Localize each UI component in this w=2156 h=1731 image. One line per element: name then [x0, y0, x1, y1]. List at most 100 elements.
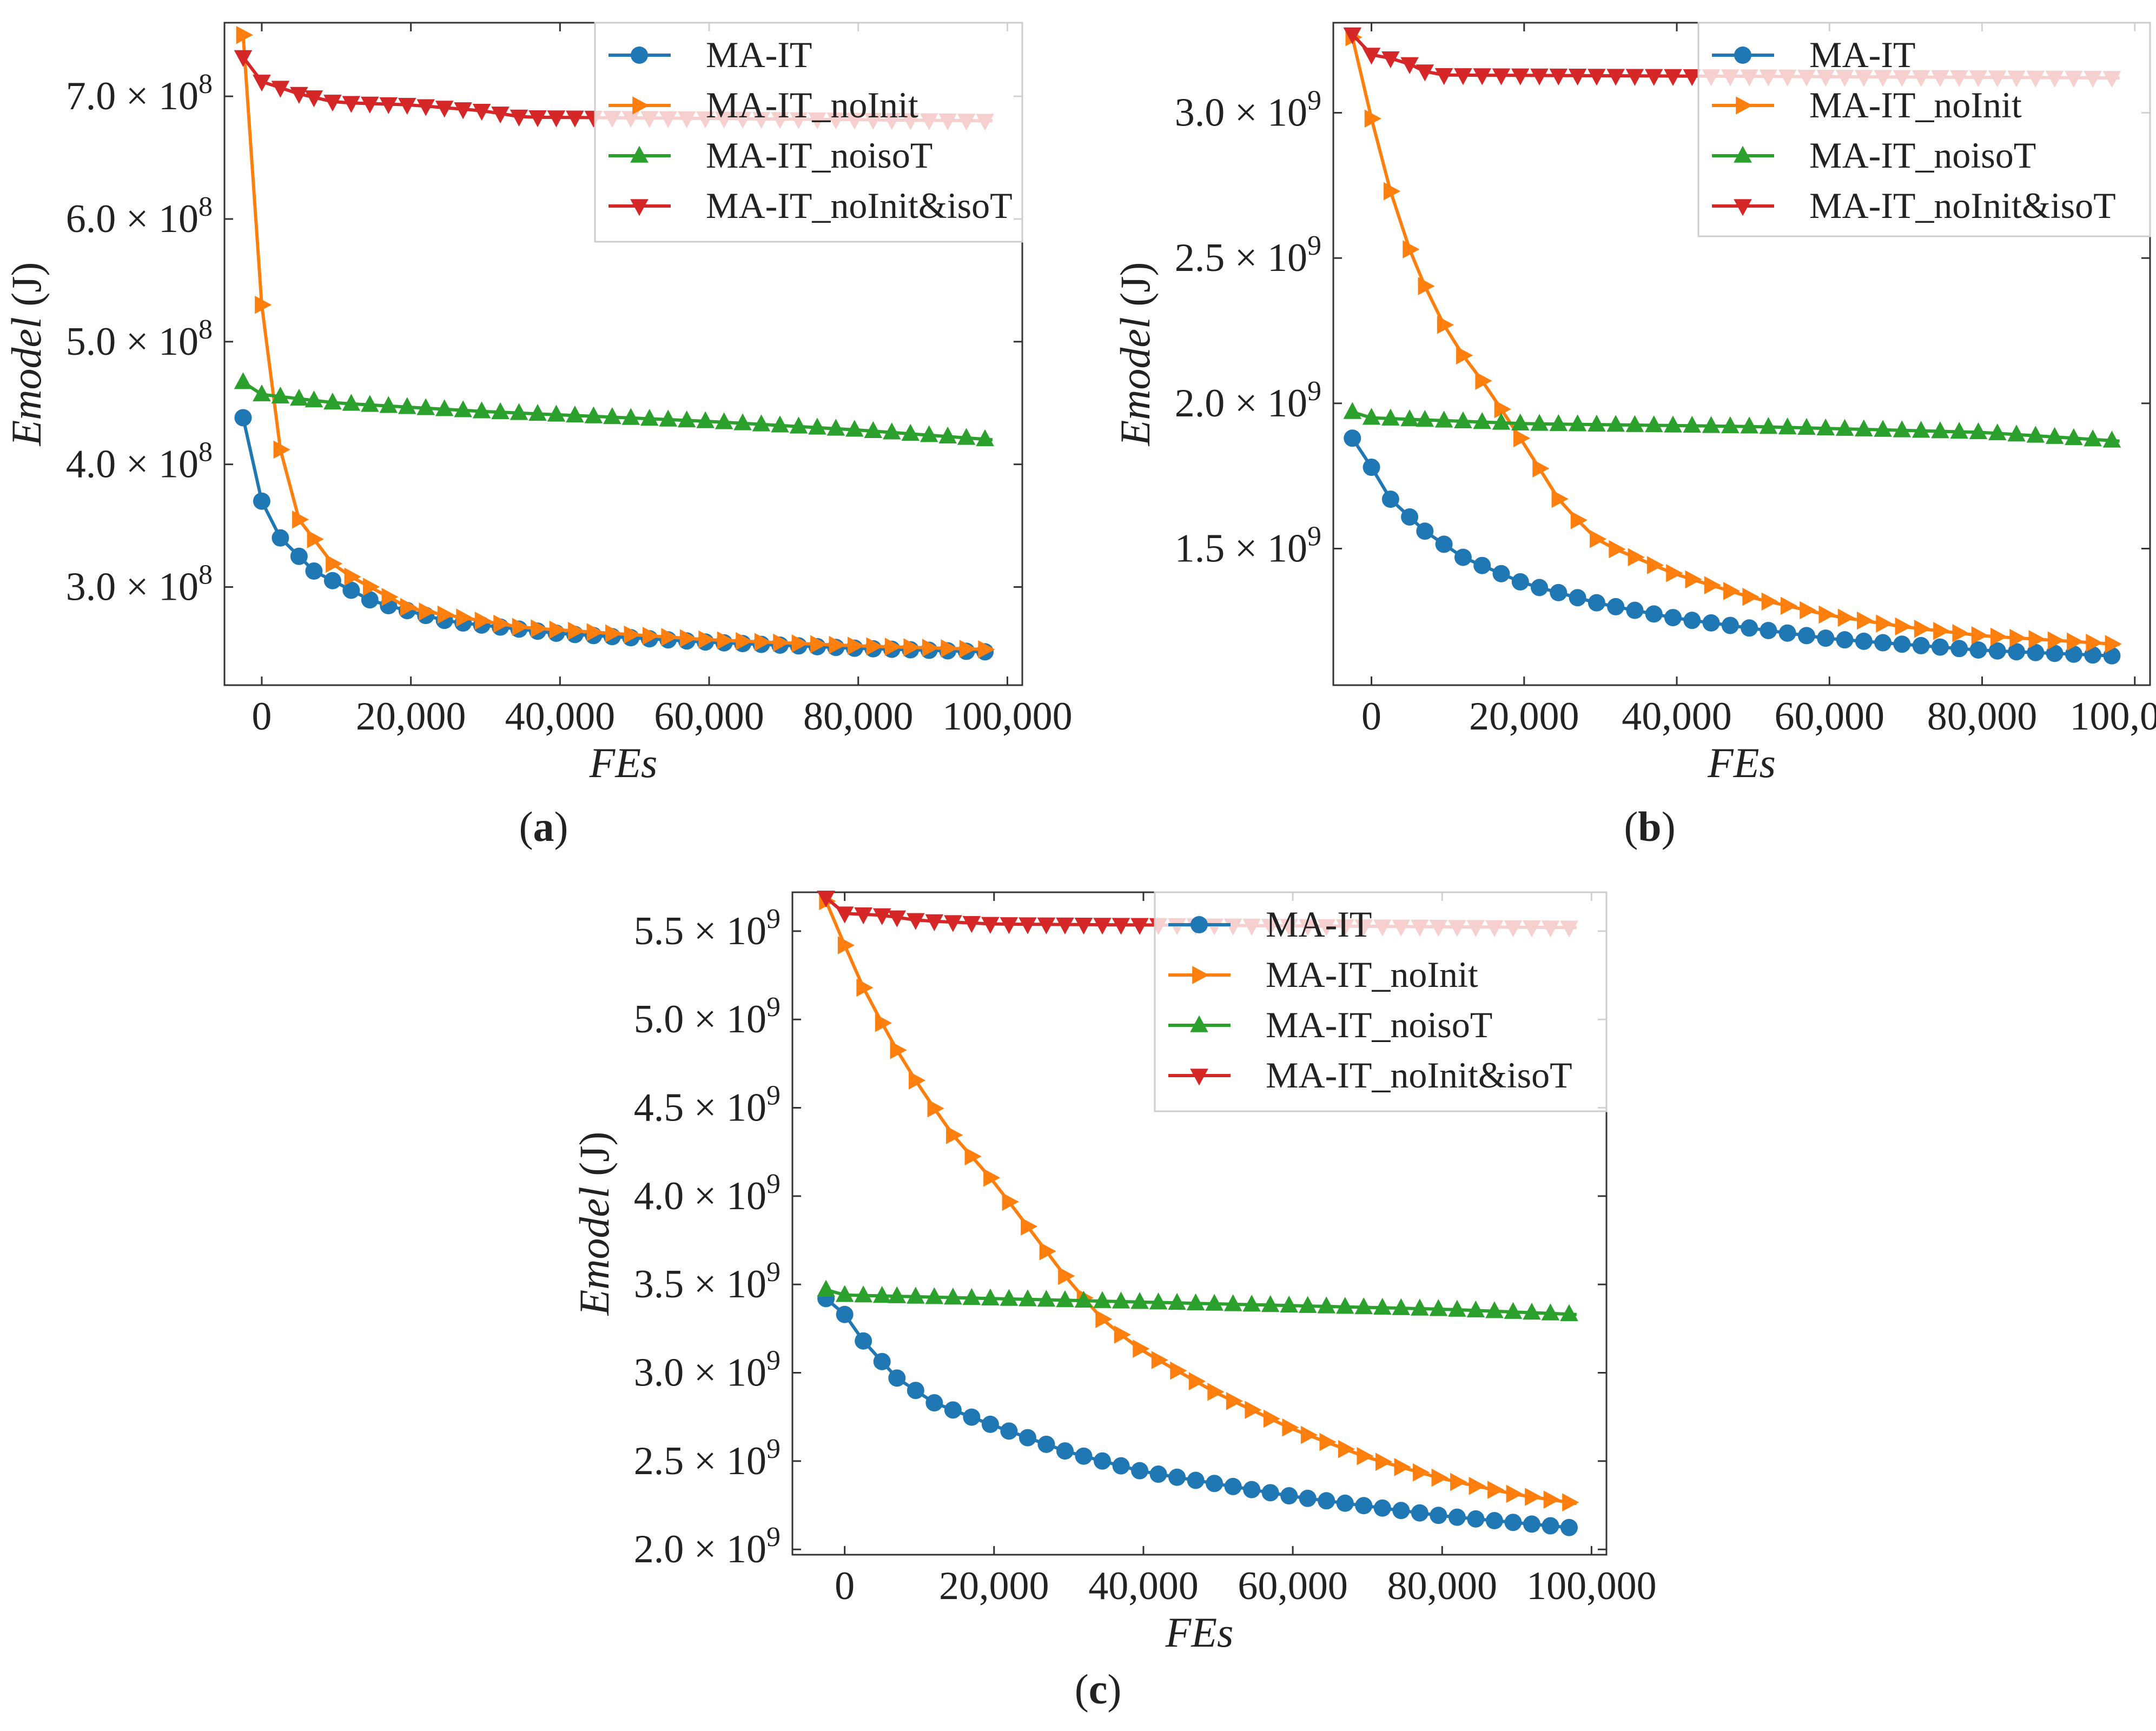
data-point: [305, 390, 323, 408]
data-point: [1381, 490, 1399, 508]
panel-label: (c): [1075, 1666, 1122, 1713]
data-point: [1504, 1302, 1523, 1319]
data-point: [1511, 68, 1530, 85]
legend-marker: [630, 145, 649, 163]
data-point: [959, 640, 977, 658]
data-point: [1224, 1477, 1242, 1495]
data-point: [1560, 1304, 1578, 1321]
data-point: [1418, 277, 1435, 295]
data-point: [978, 640, 995, 659]
data-point: [1511, 573, 1529, 591]
x-tick-label: 80,000: [1387, 1564, 1497, 1608]
data-point: [566, 405, 584, 423]
data-point: [531, 619, 548, 638]
data-point: [1549, 68, 1568, 86]
legend-entry: MA-IT: [609, 34, 812, 75]
data-point: [907, 1286, 925, 1304]
data-point: [435, 399, 454, 416]
data-point: [528, 403, 547, 421]
legend-entry: MA-IT_noisoT: [1168, 1004, 1492, 1045]
data-point: [1931, 421, 1949, 439]
data-point: [1551, 489, 1569, 508]
data-point: [416, 398, 435, 415]
data-point: [981, 1288, 1000, 1305]
data-point: [2008, 643, 2026, 661]
data-point: [1373, 1297, 1392, 1315]
x-tick-label: 80,000: [1927, 694, 2038, 739]
data-point: [363, 578, 380, 596]
data-point: [290, 87, 308, 104]
data-point: [866, 637, 883, 655]
data-point: [1485, 1301, 1504, 1318]
data-point: [1355, 1497, 1373, 1515]
data-point: [789, 416, 808, 434]
data-point: [925, 914, 944, 931]
data-point: [981, 917, 1000, 934]
data-point: [817, 1279, 835, 1297]
data-point: [323, 572, 341, 589]
data-point: [1416, 522, 1434, 540]
data-point: [605, 624, 623, 643]
data-point: [1002, 1192, 1019, 1211]
data-point: [1039, 1242, 1056, 1261]
y-tick-label: 6.0 × 108: [66, 191, 213, 241]
data-point: [344, 567, 361, 586]
data-point: [1485, 1512, 1503, 1530]
data-point: [342, 394, 361, 411]
data-point: [253, 75, 271, 92]
data-point: [1207, 1383, 1225, 1401]
data-point: [398, 97, 416, 115]
data-point: [342, 581, 360, 599]
data-point: [882, 422, 901, 440]
data-point: [1741, 619, 1758, 637]
data-point: [1530, 414, 1549, 431]
data-point: [791, 634, 809, 653]
data-point: [854, 907, 872, 925]
data-point: [679, 629, 697, 648]
data-point: [1000, 917, 1019, 934]
data-point: [398, 397, 416, 414]
data-point: [1354, 1297, 1373, 1315]
data-point: [379, 97, 398, 115]
x-tick-label: 0: [252, 694, 272, 739]
data-point: [1375, 1453, 1393, 1471]
data-point: [1317, 1296, 1336, 1314]
data-point: [1664, 69, 1682, 86]
x-tick-label: 60,000: [654, 694, 764, 739]
data-point: [1874, 634, 1892, 652]
data-point: [1448, 1508, 1466, 1526]
data-point: [1475, 372, 1492, 390]
data-point: [1570, 511, 1588, 529]
data-point: [1037, 1435, 1055, 1453]
data-point: [624, 625, 641, 644]
data-point: [1646, 556, 1664, 574]
x-tick-label: 60,000: [1775, 694, 1885, 739]
data-point: [1466, 1300, 1485, 1318]
data-point: [271, 386, 290, 404]
data-point: [1300, 1425, 1318, 1444]
legend: MA-IT MA-IT_noInit MA-IT_noisoT MA-IT_noIni…: [1697, 22, 2151, 237]
legend-marker: [1736, 96, 1753, 115]
data-point: [1095, 1310, 1113, 1329]
data-point: [1338, 1440, 1355, 1458]
data-point: [512, 618, 529, 636]
data-point: [901, 423, 920, 441]
data-point: [1590, 529, 1607, 548]
data-point: [1530, 68, 1549, 85]
x-tick-label: 40,000: [505, 694, 616, 739]
data-point: [271, 81, 290, 98]
data-point: [292, 510, 309, 529]
data-point: [416, 99, 435, 116]
data-point: [1683, 612, 1701, 629]
data-point: [983, 1169, 1001, 1187]
data-point: [1760, 621, 1777, 639]
data-point: [1542, 1517, 1559, 1535]
data-point: [1914, 619, 1932, 638]
data-point: [290, 388, 308, 406]
y-axis-label: Emodel (J): [1112, 262, 1159, 446]
data-point: [1413, 1463, 1430, 1482]
data-point: [1876, 614, 1893, 633]
legend-marker: [1192, 966, 1209, 984]
data-point: [2065, 645, 2082, 663]
